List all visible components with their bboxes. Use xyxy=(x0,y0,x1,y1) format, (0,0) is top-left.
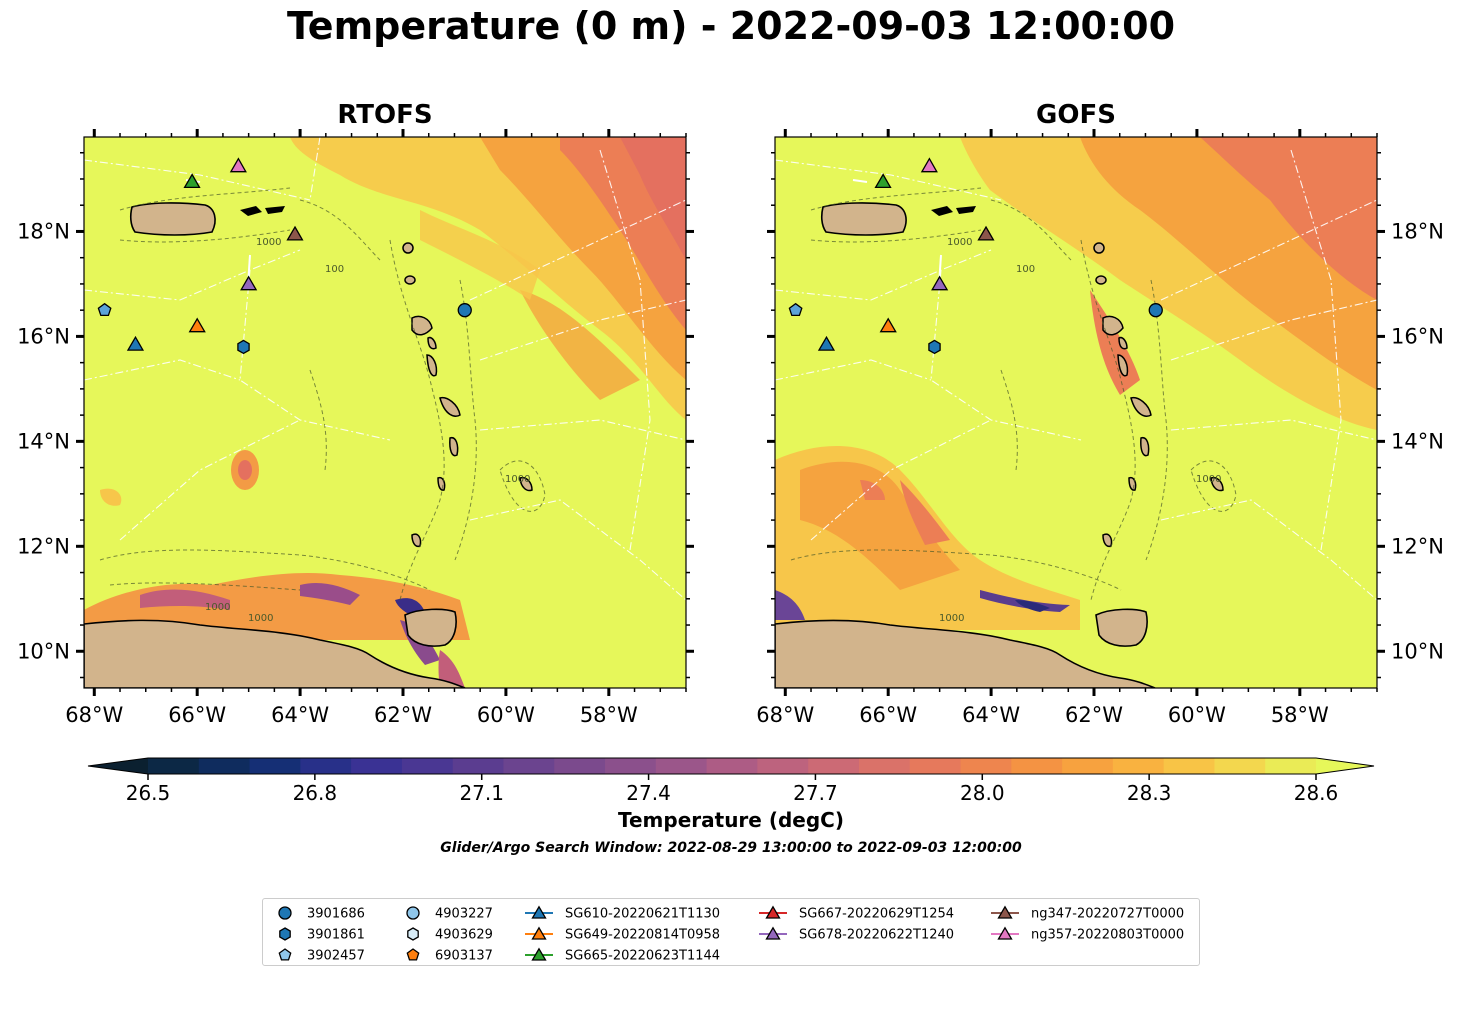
lat-tick-label: 14°N xyxy=(17,429,70,453)
legend-marker-SG665-20220623T1144 xyxy=(531,947,547,961)
lon-tick-label: 66°W xyxy=(859,703,917,727)
legend-marker-SG667-20220629T1254 xyxy=(765,905,781,919)
legend-label: 3902457 xyxy=(307,949,365,964)
lat-tick-label: 16°N xyxy=(1391,324,1444,348)
lon-tick-label: 62°W xyxy=(1065,703,1123,727)
legend-marker-SG610-20220621T1130 xyxy=(531,905,547,919)
legend-label: 3901861 xyxy=(307,928,365,943)
marker-SG649-20220814T0958 xyxy=(879,317,897,333)
marker-SG610-20220621T1130 xyxy=(817,335,836,351)
colorbar-tick-label: 28.3 xyxy=(1127,781,1172,805)
legend-marker-3902457 xyxy=(278,948,292,961)
marker-ng347-20220727T0000 xyxy=(977,225,995,241)
lon-tick-label: 64°W xyxy=(962,703,1020,727)
marker-SG678-20220622T1240 xyxy=(931,275,949,291)
lat-tick-label: 18°N xyxy=(1391,219,1444,243)
legend-marker-4903629 xyxy=(407,927,419,941)
lat-tick-label: 12°N xyxy=(17,534,70,558)
marker-ng357-20220803T0000 xyxy=(920,157,938,173)
legend: 3901686 3901861 3902457 4903227 4903629 69031… xyxy=(262,898,1200,966)
lat-tick-label: 10°N xyxy=(1391,639,1444,663)
map-panel-rtofs: 1000 100 1000 1000 1000 xyxy=(17,129,1444,727)
legend-marker-SG678-20220622T1240 xyxy=(765,926,781,940)
lesser-antilles-gofs xyxy=(1093,242,1224,548)
legend-label: 3901686 xyxy=(307,907,365,922)
marker-3902457 xyxy=(788,302,803,317)
colorbar-tick-label: 26.8 xyxy=(293,781,338,805)
lon-tick-label: 58°W xyxy=(1271,703,1329,727)
lat-tick-label: 14°N xyxy=(1391,429,1444,453)
colorbar-tick-label: 27.7 xyxy=(793,781,838,805)
lat-tick-label: 18°N xyxy=(17,219,70,243)
lesser-antilles-rtofs xyxy=(402,242,533,548)
search-window-subtitle: Glider/Argo Search Window: 2022-08-29 13… xyxy=(440,840,1022,856)
marker-3901686 xyxy=(1148,303,1163,318)
marker-ng357-20220803T0000 xyxy=(229,157,247,173)
contour-label: 1000 xyxy=(256,237,281,248)
legend-marker-3901861 xyxy=(279,927,291,941)
lon-tick-label: 68°W xyxy=(65,703,123,727)
lat-tick-label: 12°N xyxy=(1391,534,1444,558)
legend-label: SG665-20220623T1144 xyxy=(565,949,720,964)
contour-label: 1000 xyxy=(947,237,972,248)
lon-tick-label: 60°W xyxy=(1168,703,1226,727)
legend-label: 4903227 xyxy=(435,907,493,922)
legend-label: 4903629 xyxy=(435,928,493,943)
lon-tick-label: 60°W xyxy=(477,703,535,727)
contour-label: 100 xyxy=(325,264,344,275)
colorbar-tick-label: 26.5 xyxy=(126,781,171,805)
legend-marker-ng357-20220803T0000 xyxy=(997,926,1013,940)
lat-tick-label: 10°N xyxy=(17,639,70,663)
legend-label: ng357-20220803T0000 xyxy=(1031,928,1184,943)
legend-label: SG649-20220814T0958 xyxy=(565,928,720,943)
contour-label: 100 xyxy=(1016,264,1035,275)
contour-label: 1000 xyxy=(1196,474,1221,485)
marker-ng347-20220727T0000 xyxy=(286,225,304,241)
legend-marker-SG649-20220814T0958 xyxy=(531,926,547,940)
lon-tick-label: 66°W xyxy=(168,703,226,727)
legend-label: ng347-20220727T0000 xyxy=(1031,907,1184,922)
marker-SG610-20220621T1130 xyxy=(126,335,145,351)
marker-SG649-20220814T0958 xyxy=(188,317,206,333)
lon-tick-label: 58°W xyxy=(580,703,638,727)
marker-SG665-20220623T1144 xyxy=(874,173,892,189)
lon-tick-label: 68°W xyxy=(756,703,814,727)
colorbar-tick-label: 27.4 xyxy=(626,781,671,805)
legend-marker-ng347-20220727T0000 xyxy=(997,905,1013,919)
colorbar-label: Temperature (degC) xyxy=(618,808,844,832)
legend-label: SG678-20220622T1240 xyxy=(799,928,954,943)
marker-SG678-20220622T1240 xyxy=(240,275,258,291)
gofs-field: 1000 100 1000 1000 xyxy=(775,137,1377,688)
legend-label: SG610-20220621T1130 xyxy=(565,907,720,922)
contour-label: 1000 xyxy=(939,613,964,624)
lat-tick-label: 16°N xyxy=(17,324,70,348)
lon-tick-label: 62°W xyxy=(374,703,432,727)
rtofs-field: 1000 100 1000 1000 1000 xyxy=(84,137,686,688)
marker-3901861 xyxy=(237,339,250,355)
figure-title: Temperature (0 m) - 2022-09-03 12:00:00 xyxy=(286,4,1176,48)
marker-3902457 xyxy=(97,302,112,317)
colorbar-tick-label: 27.1 xyxy=(459,781,504,805)
legend-marker-3901686 xyxy=(278,906,292,920)
panel-title-rtofs: RTOFS xyxy=(337,100,433,130)
contour-label: 1000 xyxy=(205,602,230,613)
marker-SG665-20220623T1144 xyxy=(183,173,201,189)
marker-3901861 xyxy=(928,339,941,355)
legend-marker-6903137 xyxy=(406,948,420,961)
panel-title-gofs: GOFS xyxy=(1036,100,1116,130)
lon-tick-label: 64°W xyxy=(271,703,329,727)
colorbar-tick-label: 28.6 xyxy=(1294,781,1339,805)
legend-marker-4903227 xyxy=(406,906,420,920)
marker-3901686 xyxy=(457,303,472,318)
colorbar-tick-label: 28.0 xyxy=(960,781,1005,805)
contour-label: 1000 xyxy=(505,474,530,485)
legend-label: 6903137 xyxy=(435,949,493,964)
contour-label: 1000 xyxy=(248,613,273,624)
legend-label: SG667-20220629T1254 xyxy=(799,907,954,922)
colorbar: 26.5 26.8 27.1 27.4 27.7 28.0 28.3 28.6 xyxy=(87,757,1375,805)
